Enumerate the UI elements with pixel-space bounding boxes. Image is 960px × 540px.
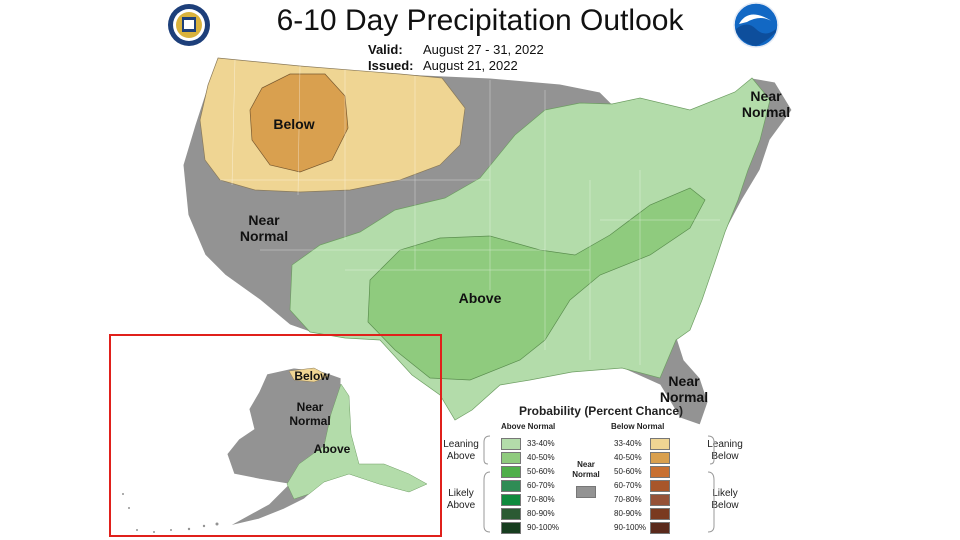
legend-likely-below-line2: Below <box>711 500 739 511</box>
legend-leaning-below-line2: Below <box>711 451 739 462</box>
label-near-normal-fl-line1: Near <box>668 373 700 389</box>
legend-below-label: 80-90% <box>614 509 642 518</box>
legend: Probability (Percent Chance) Above Norma… <box>438 402 760 537</box>
legend-above-label: 80-90% <box>527 509 555 518</box>
legend-below-label: 40-50% <box>614 453 642 462</box>
label-near-normal-fl: Near Normal <box>652 373 716 405</box>
legend-near-normal-line2: Normal <box>572 470 600 479</box>
map-title: 6-10 Day Precipitation Outlook <box>276 4 684 37</box>
date-info: Valid: August 27 - 31, 2022 Issued: August… <box>368 42 544 74</box>
legend-likely-below: Likely Below <box>702 488 748 512</box>
legend-below-swatch <box>650 508 670 520</box>
label-ak-near-normal: Near Normal <box>282 400 338 428</box>
legend-below-label: 60-70% <box>614 481 642 490</box>
label-ak-near-normal-line2: Normal <box>289 414 331 428</box>
legend-likely-above-line1: Likely <box>448 488 474 499</box>
issued-label: Issued: <box>368 58 414 73</box>
alaska-above-zone <box>286 383 428 500</box>
legend-above-swatch <box>501 438 521 450</box>
valid-row: Valid: August 27 - 31, 2022 <box>368 42 544 58</box>
legend-braces <box>483 435 715 533</box>
legend-below-header: Below Normal <box>611 422 665 431</box>
legend-below-swatch <box>650 466 670 478</box>
legend-above-swatch <box>501 480 521 492</box>
legend-likely-below-line1: Likely <box>712 488 738 499</box>
label-ak-above: Above <box>313 442 351 456</box>
legend-above-label: 90-100% <box>527 523 560 532</box>
legend-above-label: 60-70% <box>527 481 555 490</box>
legend-below-swatch <box>650 452 670 464</box>
legend-above-header: Above Normal <box>501 422 556 431</box>
legend-likely-above: Likely Above <box>438 488 484 512</box>
legend-above-label: 70-80% <box>527 495 555 504</box>
legend-above-swatch <box>501 522 521 534</box>
label-ak-below: Below <box>294 369 330 383</box>
label-near-normal-west-line2: Normal <box>239 228 289 244</box>
label-near-normal-fl-line2: Normal <box>659 389 709 405</box>
legend-above-label: 33-40% <box>527 439 555 448</box>
aleutian-islands <box>122 493 219 533</box>
legend-leaning-below-line1: Leaning <box>707 439 743 450</box>
commerce-seal-icon <box>168 4 210 46</box>
label-near-normal-west: Near Normal <box>232 212 296 244</box>
legend-above-swatch <box>501 466 521 478</box>
legend-below-swatch <box>650 480 670 492</box>
issued-row: Issued: August 21, 2022 <box>368 58 544 74</box>
valid-label: Valid: <box>368 42 403 57</box>
valid-value: August 27 - 31, 2022 <box>423 42 544 57</box>
label-above-central: Above <box>458 290 502 306</box>
legend-title: Probability (Percent Chance) <box>518 404 684 418</box>
legend-below-swatch <box>650 438 670 450</box>
label-near-normal-west-line1: Near <box>248 212 280 228</box>
legend-below-label: 90-100% <box>614 523 647 532</box>
state-lines <box>220 59 720 365</box>
legend-leaning-above-line1: Leaning <box>443 439 479 450</box>
legend-above-swatch <box>501 452 521 464</box>
legend-leaning-below: Leaning Below <box>702 439 748 463</box>
legend-above-label: 40-50% <box>527 453 555 462</box>
alaska-inset-frame <box>109 334 442 537</box>
legend-near-normal: Near Normal <box>568 460 604 480</box>
label-near-normal-ne-line1: Near <box>750 88 782 104</box>
legend-below-label: 33-40% <box>614 439 642 448</box>
label-below-nw: Below <box>273 116 315 132</box>
noaa-logo-icon <box>733 2 779 48</box>
label-near-normal-ne: Near Normal <box>734 88 798 120</box>
legend-below-label: 50-60% <box>614 467 642 476</box>
legend-below-swatch <box>650 522 670 534</box>
legend-below-swatch <box>650 494 670 506</box>
legend-above-swatch <box>501 494 521 506</box>
above-40-50-zone <box>367 187 706 381</box>
label-near-normal-ne-line2: Normal <box>741 104 791 120</box>
legend-below-label: 70-80% <box>614 495 642 504</box>
legend-leaning-above: Leaning Above <box>438 439 484 463</box>
legend-above-swatch <box>501 508 521 520</box>
label-ak-near-normal-line1: Near <box>296 400 324 414</box>
legend-likely-above-line2: Above <box>446 500 476 511</box>
legend-near-normal-line1: Near <box>577 460 595 469</box>
issued-value: August 21, 2022 <box>423 58 518 73</box>
alaska-below-zone <box>288 367 330 383</box>
legend-leaning-above-line2: Above <box>446 451 476 462</box>
legend-above-label: 50-60% <box>527 467 555 476</box>
alaska-map <box>122 367 428 533</box>
legend-near-normal-swatch <box>576 486 596 498</box>
